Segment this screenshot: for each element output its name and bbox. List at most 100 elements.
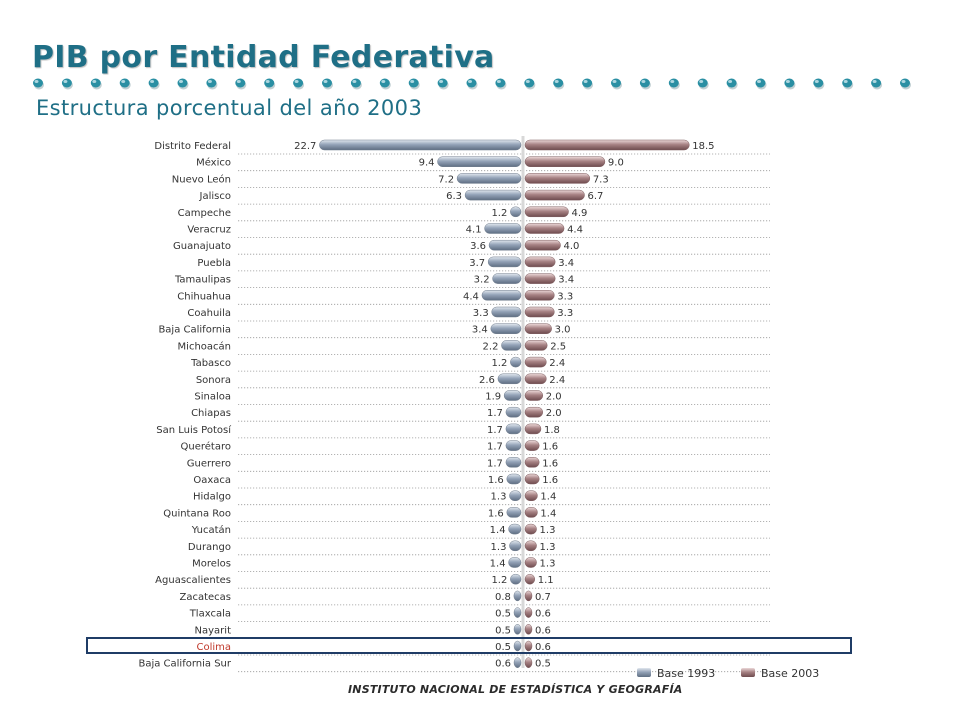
bar-base2003: [524, 156, 606, 167]
value-label-base1993: 3.7: [469, 258, 485, 269]
bar-base1993: [456, 173, 522, 184]
bar-base1993: [505, 457, 522, 468]
value-label-base2003: 18.5: [692, 141, 714, 152]
category-label: Michoacán: [178, 340, 231, 352]
value-label-base2003: 3.4: [558, 275, 574, 286]
bar-base1993: [501, 340, 522, 351]
bar-base1993: [319, 139, 522, 151]
value-label-base2003: 3.0: [555, 325, 571, 336]
value-label-base2003: 4.4: [567, 225, 583, 236]
bar-base2003: [524, 406, 544, 418]
bar-base2003: [524, 590, 533, 602]
value-label-base1993: 1.7: [487, 408, 503, 419]
bar-base1993: [510, 573, 522, 585]
bar-base2003: [524, 557, 537, 568]
bar-base1993: [513, 624, 522, 635]
category-label: Querétaro: [181, 441, 231, 453]
bar-base2003: [524, 273, 556, 284]
bar-base1993: [509, 540, 522, 552]
bar-base1993: [487, 256, 522, 268]
bar-base2003: [524, 356, 547, 368]
value-label-base1993: 1.3: [491, 542, 507, 553]
value-label-base2003: 0.6: [535, 609, 551, 620]
bar-base1993: [505, 440, 522, 451]
category-label: Chihuahua: [177, 291, 231, 302]
value-label-base2003: 1.3: [540, 542, 556, 553]
category-label: Nayarit: [195, 625, 232, 636]
category-label: Colima: [196, 642, 231, 653]
value-label-base2003: 0.7: [535, 592, 551, 603]
legend-swatch: [741, 668, 755, 677]
category-label: Guanajuato: [173, 241, 231, 252]
legend-item-base2003: Base 2003: [741, 667, 819, 680]
category-label: Tlaxcala: [189, 609, 231, 620]
bar-base1993: [513, 607, 522, 618]
bar-base1993: [513, 657, 522, 668]
category-labels: Distrito Federal México Nuevo León Jalisco C…: [138, 141, 232, 670]
category-label: Veracruz: [187, 225, 231, 236]
bar-base1993: [497, 373, 522, 385]
value-label-base1993: 0.5: [495, 642, 511, 653]
bar-base1993: [491, 306, 522, 318]
bar-base1993: [506, 473, 522, 485]
legend-swatch: [637, 668, 651, 677]
bar-base2003: [524, 573, 536, 585]
bar-base1993: [437, 156, 522, 167]
value-label-base2003: 0.5: [535, 659, 551, 670]
value-label-base2003: 7.3: [593, 174, 609, 185]
value-label-base1993: 1.3: [491, 492, 507, 503]
bar-base2003: [524, 473, 540, 485]
value-label-base1993: 1.2: [491, 208, 507, 219]
bar-base2003: [524, 306, 555, 318]
category-label: Sinaloa: [194, 392, 231, 403]
value-label-base1993: 3.2: [474, 275, 490, 286]
value-label-base1993: 0.8: [495, 592, 511, 603]
value-label-base1993: 3.3: [473, 308, 489, 319]
value-label-base1993: 2.2: [483, 341, 499, 352]
value-label-base1993: 1.7: [487, 442, 503, 453]
category-label: Hidalgo: [193, 492, 231, 503]
bar-base1993: [508, 557, 522, 568]
bar-base2003: [524, 139, 690, 151]
bar-base1993: [510, 356, 522, 368]
bar-base2003: [524, 423, 542, 435]
category-label: Baja California: [158, 325, 231, 336]
bar-base2003: [524, 624, 533, 635]
value-label-base2003: 2.5: [550, 341, 566, 352]
value-label-base2003: 3.4: [558, 258, 574, 269]
bar-base2003: [524, 206, 569, 218]
value-label-base1993: 4.4: [463, 291, 479, 302]
bar-base2003: [524, 507, 538, 518]
bar-base1993: [488, 239, 522, 251]
value-label-base2003: 1.3: [540, 559, 556, 570]
value-label-base1993: 0.5: [495, 625, 511, 636]
value-label-base1993: 9.4: [419, 158, 435, 169]
highlight-box: [86, 637, 852, 654]
value-label-base1993: 0.6: [495, 659, 511, 670]
value-label-base1993: 3.4: [472, 325, 488, 336]
category-label: Guerrero: [187, 458, 231, 469]
bars: [319, 139, 690, 668]
category-label: Yucatán: [191, 524, 231, 536]
category-label: Durango: [188, 542, 231, 553]
category-label: Distrito Federal: [154, 141, 231, 152]
category-label: Coahuila: [187, 308, 231, 319]
category-label: Baja California Sur: [138, 659, 231, 670]
decorative-dot-row: [33, 78, 911, 90]
value-label-base1993: 1.7: [487, 425, 503, 436]
bar-base2003: [524, 457, 540, 468]
category-label: Morelos: [192, 559, 231, 570]
bar-base2003: [524, 490, 538, 501]
value-label-base2003: 1.6: [542, 475, 558, 486]
legend-label: Base 2003: [761, 667, 819, 680]
legend: Base 1993 Base 2003: [637, 667, 819, 680]
bar-base2003: [524, 607, 533, 618]
bar-base1993: [481, 290, 522, 301]
bar-base2003: [524, 239, 561, 251]
value-label-base1993: 1.2: [491, 358, 507, 369]
legend-item-base1993: Base 1993: [637, 667, 715, 680]
value-label-base2003: 6.7: [587, 191, 603, 202]
value-label-base2003: 2.4: [549, 358, 565, 369]
value-label-base1993: 1.7: [487, 458, 503, 469]
bar-base2003: [524, 256, 556, 268]
